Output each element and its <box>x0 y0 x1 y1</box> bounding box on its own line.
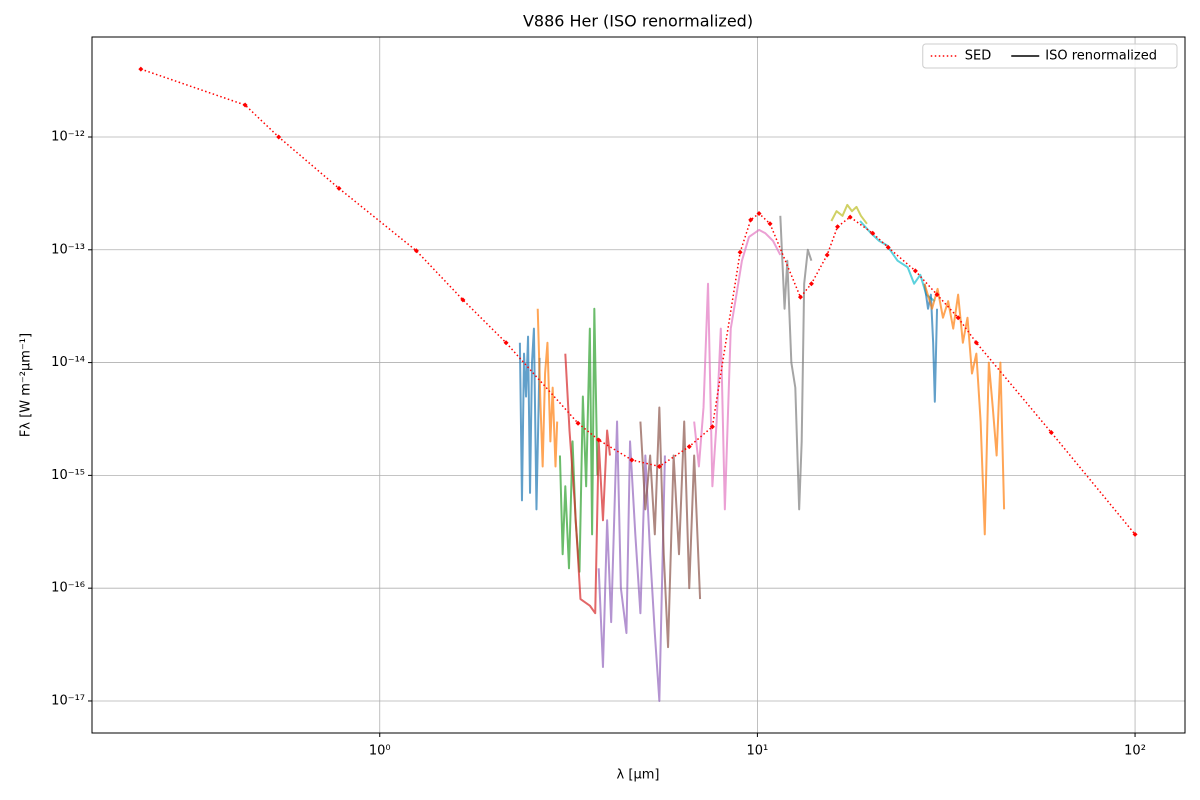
data-point <box>847 214 853 220</box>
data-point <box>138 66 144 72</box>
ticks: 10⁰ 10¹ 10² 10⁻¹⁷ 10⁻¹⁶ 10⁻¹⁵ 10⁻¹⁴ 10⁻¹³ 10⁻¹² <box>51 129 1146 758</box>
x-tick-label: 10² <box>1124 744 1146 759</box>
data-point <box>973 340 979 346</box>
y-tick-label: 10⁻¹⁵ <box>51 468 85 483</box>
spectrum-segment <box>536 308 559 468</box>
data-point <box>885 244 891 250</box>
spectrum-segment <box>923 283 939 403</box>
spectrum-segment <box>564 353 611 615</box>
data-point <box>870 230 876 236</box>
data-point <box>748 217 754 223</box>
spectrum-segment <box>693 228 782 511</box>
data-point <box>276 134 282 140</box>
x-axis-label: λ [μm] <box>617 768 660 783</box>
data-point <box>413 248 419 254</box>
data-point <box>835 224 841 230</box>
data-point <box>460 297 466 303</box>
data-point <box>797 294 803 300</box>
data-point <box>934 292 940 298</box>
y-tick-label: 10⁻¹⁷ <box>51 693 85 708</box>
y-tick-label: 10⁻¹⁴ <box>51 355 85 370</box>
x-tick-label: 10⁰ <box>369 744 391 759</box>
legend: SED ISO renormalized <box>922 43 1178 69</box>
axes-frame <box>91 36 1186 734</box>
y-tick-label: 10⁻¹² <box>51 129 85 144</box>
data-point <box>737 249 743 255</box>
spectrum-segment <box>639 406 702 649</box>
chart-title: V886 Her (ISO renormalized) <box>523 12 753 31</box>
data-point <box>656 463 662 469</box>
data-point <box>756 210 762 216</box>
spectrum-segment <box>597 420 666 702</box>
data-point <box>686 444 692 450</box>
data-point <box>503 340 509 346</box>
data-point <box>955 315 961 321</box>
y-tick-label: 10⁻¹⁶ <box>51 581 85 596</box>
legend-label: ISO renormalized <box>1045 49 1157 64</box>
data-point <box>767 221 773 227</box>
data-point <box>629 457 635 463</box>
data-point <box>575 420 581 426</box>
legend-box <box>922 43 1178 69</box>
spectrum-segment <box>923 283 1006 536</box>
y-tick-label: 10⁻¹³ <box>51 242 85 257</box>
data-point <box>596 437 602 443</box>
y-axis-label: Fλ [W m⁻²μm⁻¹] <box>19 333 34 437</box>
data-point <box>709 424 715 430</box>
data-point <box>1048 429 1054 435</box>
spectrum-segment <box>779 215 813 511</box>
data-point <box>824 252 830 258</box>
data-point <box>1132 531 1138 537</box>
data-point <box>336 185 342 191</box>
spectrum-segment <box>859 220 936 303</box>
data-point <box>912 268 918 274</box>
spectrum-segment <box>518 327 541 511</box>
x-tick-label: 10¹ <box>747 744 769 759</box>
data-point <box>808 281 814 287</box>
data-point <box>242 102 248 108</box>
plot-area <box>138 66 1138 702</box>
spectrum-segment <box>830 203 868 225</box>
legend-label: SED <box>965 49 991 64</box>
